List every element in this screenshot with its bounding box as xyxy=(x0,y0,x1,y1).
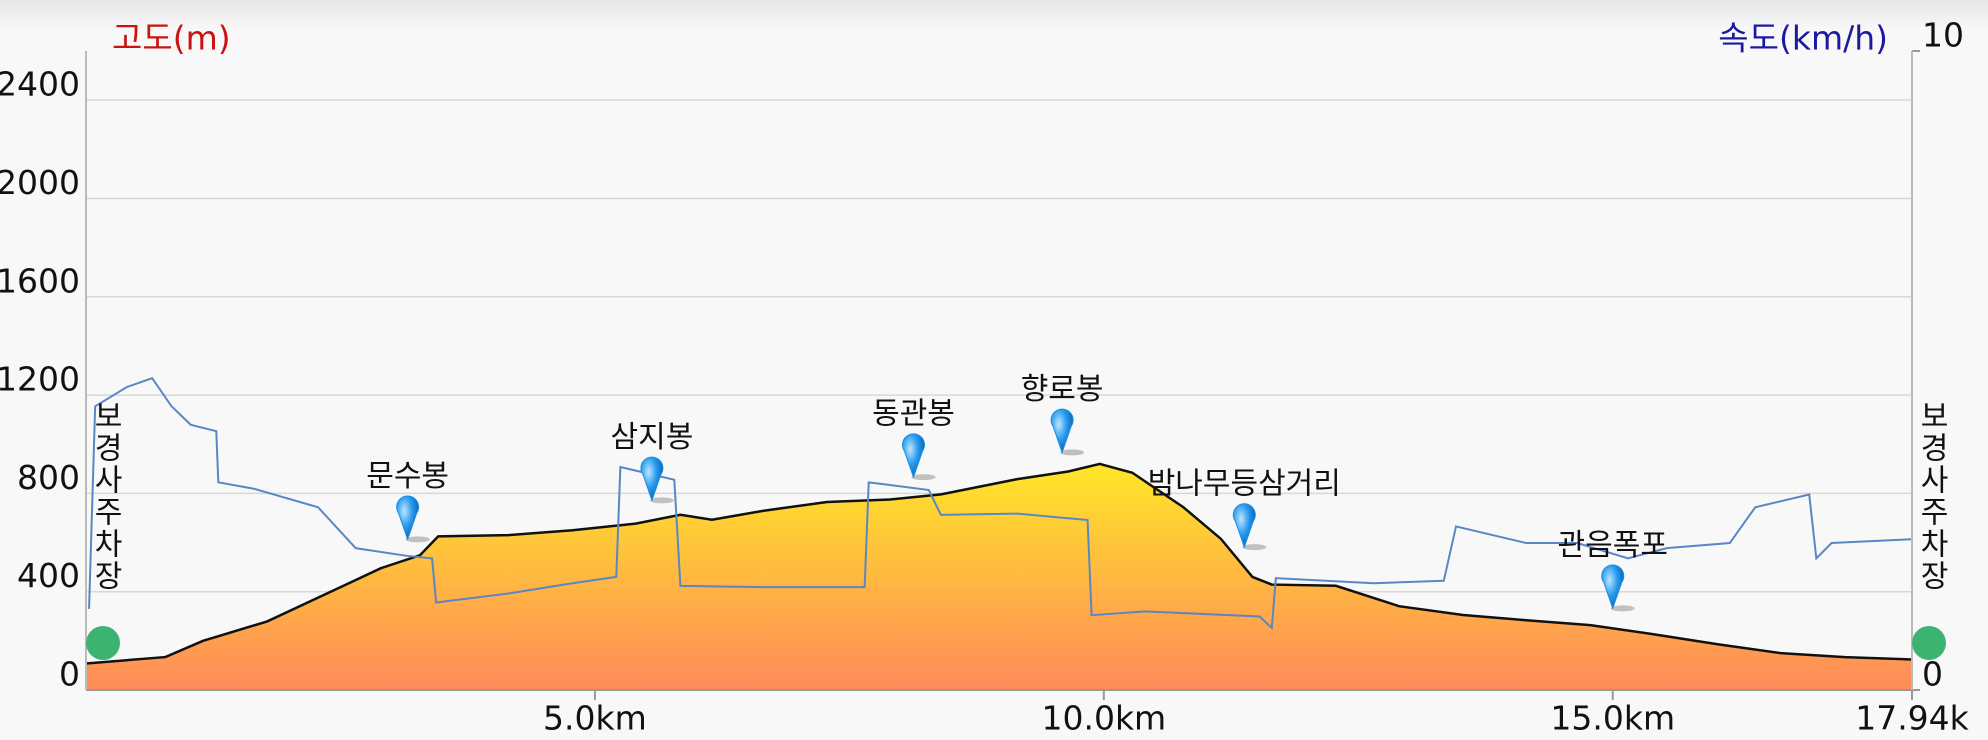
y-tick-label: 2000 xyxy=(0,163,80,202)
y-tick-label: 800 xyxy=(17,458,80,497)
waypoint-pin xyxy=(640,456,664,502)
waypoint-label: 삼지봉 xyxy=(611,420,694,455)
elevation-area xyxy=(86,463,1912,690)
endpoint-label: 보경사주차장 xyxy=(1914,400,1949,592)
endpoint-label: 보경사주차장 xyxy=(88,400,123,592)
endpoint-marker xyxy=(1912,626,1946,660)
waypoint-pin xyxy=(396,495,420,541)
elevation-outline xyxy=(85,462,1913,665)
waypoint-label: 동관봉 xyxy=(872,397,955,432)
y-tick-label: 1600 xyxy=(0,261,80,300)
y-tick-label: 1200 xyxy=(0,360,80,399)
waypoint-label: 밤나무등삼거리 xyxy=(1148,467,1341,502)
y-tick-label: 400 xyxy=(17,556,80,595)
speed-line xyxy=(88,376,1913,631)
waypoint-pin xyxy=(1050,408,1074,454)
pin-shadow xyxy=(911,474,936,481)
x-tick-label: 10.0km xyxy=(1041,699,1166,738)
waypoint-pin xyxy=(902,433,925,479)
y2-tick-label: 10 xyxy=(1922,16,1964,55)
y2-axis-title: 속도(km/h) xyxy=(1718,19,1888,58)
pin-shadow xyxy=(1060,449,1085,456)
pin-shadow xyxy=(405,536,430,543)
y-tick-label: 0 xyxy=(59,655,80,694)
x-tick-label: 5.0km xyxy=(543,699,647,738)
waypoint-pin xyxy=(1601,564,1625,610)
x-tick-label: 15.0km xyxy=(1550,699,1675,738)
x-tick-label: 17.94k xyxy=(1855,699,1969,738)
pin-shadow xyxy=(649,497,674,504)
y2-tick-label: 0 xyxy=(1922,655,1943,694)
pin-shadow xyxy=(1242,544,1267,551)
waypoint-label: 문수봉 xyxy=(366,459,449,494)
y-axis-title: 고도(m) xyxy=(112,19,231,58)
y-tick-label: 2400 xyxy=(0,65,80,104)
waypoint-label: 향로봉 xyxy=(1021,372,1104,407)
waypoint-pin xyxy=(1232,503,1256,549)
pin-shadow xyxy=(1610,605,1635,612)
endpoint-marker xyxy=(86,626,120,660)
waypoint-label: 관음폭포 xyxy=(1558,528,1668,563)
